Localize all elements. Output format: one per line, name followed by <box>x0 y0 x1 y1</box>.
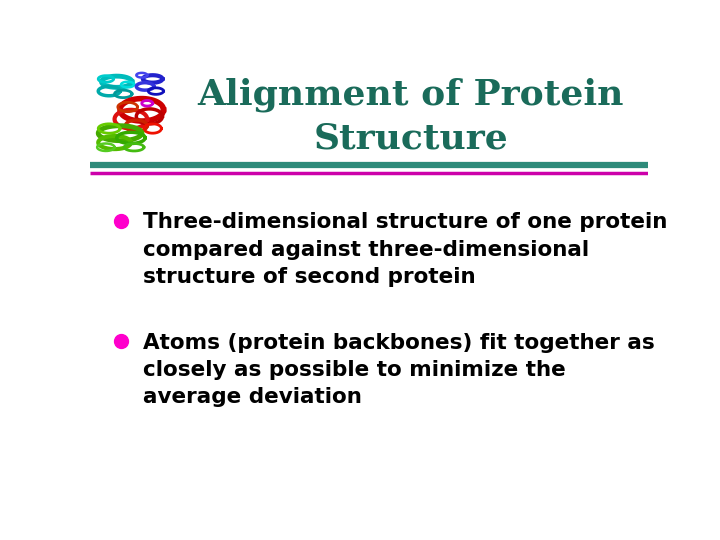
Text: Atoms (protein backbones) fit together as
closely as possible to minimize the
av: Atoms (protein backbones) fit together a… <box>143 333 654 407</box>
Text: Alignment of Protein
Structure: Alignment of Protein Structure <box>197 78 624 156</box>
Text: Three-dimensional structure of one protein
compared against three-dimensional
st: Three-dimensional structure of one prote… <box>143 212 667 287</box>
